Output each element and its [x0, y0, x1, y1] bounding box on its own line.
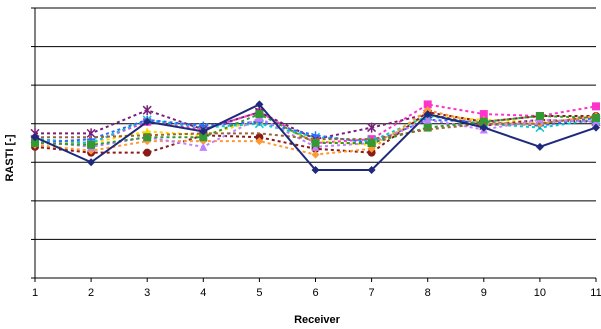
x-tick-label: 9 — [481, 287, 487, 299]
data-point — [592, 123, 600, 132]
data-point — [311, 150, 320, 159]
data-point — [143, 148, 152, 157]
data-point — [479, 123, 488, 132]
x-tick-label: 3 — [144, 287, 150, 299]
data-point — [199, 142, 208, 151]
x-tick-label: 4 — [200, 287, 206, 299]
data-point — [142, 105, 152, 116]
data-point — [535, 112, 544, 120]
series-11 — [35, 115, 597, 141]
data-point — [255, 100, 264, 109]
data-point — [311, 139, 320, 147]
x-tick-label: 2 — [88, 287, 94, 299]
series-10 — [31, 110, 600, 149]
data-point — [535, 142, 544, 151]
data-point — [311, 131, 320, 140]
x-tick-label: 8 — [425, 287, 431, 299]
x-tick-labels: 1 2 3 4 5 6 7 8 9 10 11 — [31, 7, 601, 299]
data-point — [31, 139, 39, 147]
data-point — [311, 166, 320, 174]
data-point — [255, 110, 264, 119]
x-tick-label: 10 — [534, 287, 546, 299]
data-point — [143, 133, 152, 142]
data-point — [367, 139, 376, 147]
x-tick-label: 11 — [590, 287, 601, 299]
data-point — [367, 122, 377, 133]
x-tick-label: 7 — [369, 287, 375, 299]
data-point — [423, 115, 432, 124]
x-axis-title: Receiver — [294, 314, 341, 326]
series-line — [34, 114, 597, 145]
data-point — [423, 123, 432, 132]
series-layer — [30, 100, 601, 174]
data-point — [87, 140, 96, 149]
x-tick-label: 6 — [312, 287, 318, 299]
data-point — [87, 158, 96, 167]
gridlines — [35, 7, 596, 279]
data-point — [255, 137, 264, 146]
data-point — [479, 117, 488, 126]
data-point — [423, 110, 432, 119]
data-point — [479, 110, 488, 119]
x-tick-label: 1 — [32, 287, 38, 299]
series-line — [35, 115, 597, 141]
series-1 — [31, 100, 600, 174]
data-point — [592, 102, 600, 111]
series-line — [34, 112, 597, 146]
data-point — [143, 117, 152, 126]
data-point — [31, 133, 39, 142]
x-tick-label: 5 — [256, 287, 262, 299]
data-point — [592, 113, 600, 122]
data-point — [367, 166, 376, 174]
data-point — [199, 133, 208, 142]
data-point — [199, 127, 208, 136]
y-axis-title: RASTI [-] — [4, 134, 16, 181]
data-point — [423, 100, 432, 109]
